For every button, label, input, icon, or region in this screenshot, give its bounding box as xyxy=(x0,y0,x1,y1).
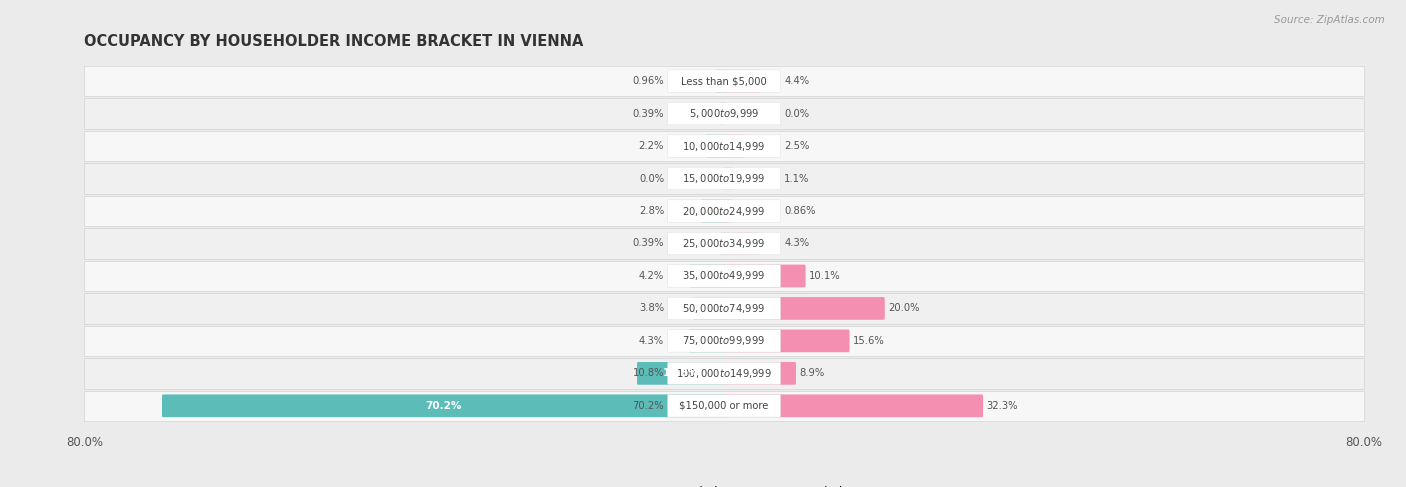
FancyBboxPatch shape xyxy=(723,362,796,385)
Text: 0.86%: 0.86% xyxy=(785,206,815,216)
FancyBboxPatch shape xyxy=(668,297,780,319)
Text: 4.4%: 4.4% xyxy=(785,76,810,86)
Bar xyxy=(84,293,1364,324)
Text: $35,000 to $49,999: $35,000 to $49,999 xyxy=(682,269,766,282)
Text: $20,000 to $24,999: $20,000 to $24,999 xyxy=(682,205,766,218)
FancyBboxPatch shape xyxy=(162,394,725,417)
FancyBboxPatch shape xyxy=(723,200,731,223)
Text: 20.0%: 20.0% xyxy=(889,303,920,314)
Text: 0.39%: 0.39% xyxy=(633,239,664,248)
Text: 2.5%: 2.5% xyxy=(785,141,810,151)
FancyBboxPatch shape xyxy=(668,70,780,93)
FancyBboxPatch shape xyxy=(668,265,780,287)
FancyBboxPatch shape xyxy=(723,330,849,352)
Text: 1.1%: 1.1% xyxy=(785,173,810,184)
FancyBboxPatch shape xyxy=(706,135,725,157)
Text: 10.1%: 10.1% xyxy=(808,271,841,281)
Text: 4.2%: 4.2% xyxy=(638,271,664,281)
Text: 70.2%: 70.2% xyxy=(425,401,461,411)
FancyBboxPatch shape xyxy=(668,102,780,125)
Text: $15,000 to $19,999: $15,000 to $19,999 xyxy=(682,172,766,185)
Text: 0.39%: 0.39% xyxy=(633,109,664,119)
Text: 32.3%: 32.3% xyxy=(987,401,1018,411)
FancyBboxPatch shape xyxy=(723,297,884,320)
Text: 2.2%: 2.2% xyxy=(638,141,664,151)
Text: 70.2%: 70.2% xyxy=(633,401,664,411)
FancyBboxPatch shape xyxy=(668,394,780,417)
Text: $75,000 to $99,999: $75,000 to $99,999 xyxy=(682,335,766,347)
FancyBboxPatch shape xyxy=(720,102,725,125)
FancyBboxPatch shape xyxy=(723,232,759,255)
Text: $10,000 to $14,999: $10,000 to $14,999 xyxy=(682,140,766,152)
FancyBboxPatch shape xyxy=(668,200,780,222)
Bar xyxy=(84,196,1364,226)
FancyBboxPatch shape xyxy=(668,135,780,157)
FancyBboxPatch shape xyxy=(689,330,725,352)
Text: 0.96%: 0.96% xyxy=(633,76,664,86)
Text: 3.8%: 3.8% xyxy=(638,303,664,314)
FancyBboxPatch shape xyxy=(668,362,780,385)
Bar xyxy=(84,391,1364,421)
Text: $50,000 to $74,999: $50,000 to $74,999 xyxy=(682,302,766,315)
FancyBboxPatch shape xyxy=(723,264,806,287)
Bar xyxy=(84,326,1364,356)
Text: 15.6%: 15.6% xyxy=(853,336,884,346)
Bar xyxy=(84,228,1364,259)
FancyBboxPatch shape xyxy=(702,200,725,223)
Bar xyxy=(84,163,1364,194)
Text: 4.3%: 4.3% xyxy=(638,336,664,346)
FancyBboxPatch shape xyxy=(723,70,761,93)
Text: Source: ZipAtlas.com: Source: ZipAtlas.com xyxy=(1274,15,1385,25)
FancyBboxPatch shape xyxy=(720,232,725,255)
Text: $5,000 to $9,999: $5,000 to $9,999 xyxy=(689,107,759,120)
Text: $150,000 or more: $150,000 or more xyxy=(679,401,769,411)
Bar xyxy=(84,261,1364,291)
FancyBboxPatch shape xyxy=(723,394,983,417)
FancyBboxPatch shape xyxy=(668,330,780,352)
Text: 0.0%: 0.0% xyxy=(638,173,664,184)
Bar xyxy=(84,131,1364,161)
Text: 8.9%: 8.9% xyxy=(799,368,824,378)
FancyBboxPatch shape xyxy=(668,168,780,190)
FancyBboxPatch shape xyxy=(693,297,725,320)
Text: Less than $5,000: Less than $5,000 xyxy=(682,76,766,86)
Text: $25,000 to $34,999: $25,000 to $34,999 xyxy=(682,237,766,250)
Text: OCCUPANCY BY HOUSEHOLDER INCOME BRACKET IN VIENNA: OCCUPANCY BY HOUSEHOLDER INCOME BRACKET … xyxy=(84,34,583,49)
FancyBboxPatch shape xyxy=(723,135,745,157)
Text: 2.8%: 2.8% xyxy=(638,206,664,216)
Legend: Owner-occupied, Renter-occupied: Owner-occupied, Renter-occupied xyxy=(600,482,848,487)
FancyBboxPatch shape xyxy=(690,264,725,287)
Text: 0.0%: 0.0% xyxy=(785,109,810,119)
Bar xyxy=(84,358,1364,389)
Text: 10.8%: 10.8% xyxy=(662,368,699,378)
FancyBboxPatch shape xyxy=(716,70,725,93)
FancyBboxPatch shape xyxy=(668,232,780,255)
FancyBboxPatch shape xyxy=(637,362,725,385)
Text: 4.3%: 4.3% xyxy=(785,239,810,248)
Bar xyxy=(84,66,1364,96)
FancyBboxPatch shape xyxy=(723,167,734,190)
Bar xyxy=(84,98,1364,129)
Text: 10.8%: 10.8% xyxy=(633,368,664,378)
Text: $100,000 to $149,999: $100,000 to $149,999 xyxy=(676,367,772,380)
